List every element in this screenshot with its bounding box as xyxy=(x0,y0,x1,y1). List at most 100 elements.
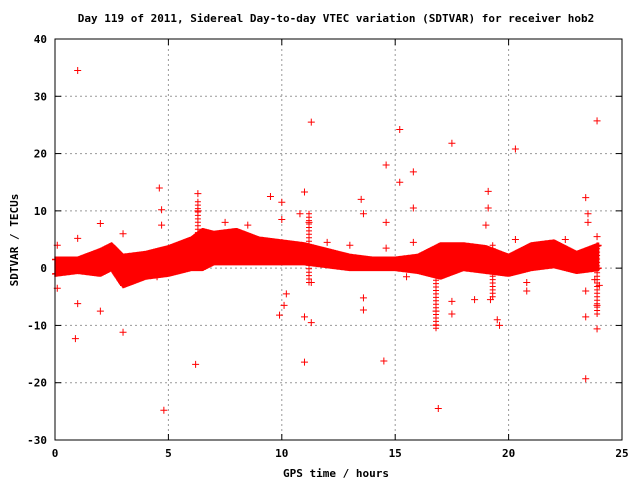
data-point xyxy=(593,325,601,333)
y-tick-label: 20 xyxy=(34,148,47,161)
data-point xyxy=(282,290,290,298)
data-point xyxy=(486,296,494,304)
data-point xyxy=(434,404,442,412)
data-point xyxy=(484,204,492,212)
data-point xyxy=(595,281,603,289)
data-point xyxy=(119,230,127,238)
data-point xyxy=(194,190,202,198)
data-point xyxy=(493,316,501,324)
data-point xyxy=(396,126,404,134)
data-point xyxy=(346,241,354,249)
data-point xyxy=(300,313,308,321)
data-point xyxy=(380,357,388,365)
data-point xyxy=(593,117,601,125)
data-point xyxy=(496,321,504,329)
data-point xyxy=(300,358,308,366)
chart-title: Day 119 of 2011, Sidereal Day-to-day VTE… xyxy=(78,12,595,25)
data-point xyxy=(280,301,288,309)
data-point xyxy=(276,311,284,319)
data-point xyxy=(511,145,519,153)
spike-cluster xyxy=(489,242,496,300)
data-point xyxy=(296,210,304,218)
data-point xyxy=(591,276,599,284)
y-tick-label: -20 xyxy=(27,377,47,390)
data-point xyxy=(300,188,308,196)
data-point xyxy=(244,221,252,229)
data-point xyxy=(74,300,82,308)
data-point xyxy=(192,360,200,368)
data-point xyxy=(584,210,592,218)
y-tick-label: 30 xyxy=(34,90,47,103)
y-axis-label: SDTVAR / TECUs xyxy=(8,194,21,287)
data-point xyxy=(96,219,104,227)
data-point xyxy=(307,278,315,286)
data-point xyxy=(382,244,390,252)
data-point xyxy=(511,236,519,243)
x-tick-label: 10 xyxy=(275,447,288,460)
data-point xyxy=(593,301,601,309)
data-point xyxy=(357,195,365,203)
data-point xyxy=(403,273,411,281)
data-point xyxy=(584,218,592,226)
data-point xyxy=(305,218,313,226)
data-point xyxy=(71,335,79,343)
plot-frame xyxy=(54,38,623,441)
data-point xyxy=(153,273,161,281)
y-tick-label: 10 xyxy=(34,205,47,218)
y-tick-label: 0 xyxy=(40,262,47,275)
data-point xyxy=(582,313,590,321)
data-point xyxy=(582,287,590,295)
x-tick-label: 15 xyxy=(389,447,402,460)
data-point xyxy=(74,67,82,75)
data-point xyxy=(359,210,367,218)
dense-band xyxy=(52,228,602,289)
data-point xyxy=(432,307,440,315)
data-point xyxy=(266,193,274,201)
data-point xyxy=(561,236,569,243)
data-point xyxy=(119,328,127,336)
x-tick-label: 20 xyxy=(502,447,515,460)
y-tick-label: -10 xyxy=(27,319,47,332)
x-tick-label: 5 xyxy=(165,447,172,460)
x-axis-label: GPS time / hours xyxy=(283,467,389,480)
data-point xyxy=(396,178,404,186)
data-point xyxy=(323,238,331,246)
data-point xyxy=(448,310,456,318)
data-point xyxy=(432,321,440,329)
data-point xyxy=(194,207,202,215)
data-point xyxy=(484,187,492,195)
data-point xyxy=(409,168,417,176)
data-point xyxy=(221,218,229,226)
data-point xyxy=(307,319,315,327)
data-point xyxy=(523,278,531,286)
data-point xyxy=(74,234,82,242)
data-point xyxy=(359,294,367,302)
data-point xyxy=(593,233,601,241)
data-point xyxy=(382,161,390,169)
data-point xyxy=(382,218,390,226)
data-point xyxy=(409,204,417,212)
data-point xyxy=(409,238,417,246)
data-point xyxy=(448,139,456,147)
data-points xyxy=(52,67,603,414)
data-point xyxy=(359,306,367,314)
data-point xyxy=(278,198,286,206)
data-point xyxy=(482,221,490,229)
data-point xyxy=(160,406,168,414)
data-point xyxy=(582,375,590,383)
data-point xyxy=(523,287,531,295)
data-point xyxy=(448,297,456,305)
data-point xyxy=(278,215,286,223)
data-point xyxy=(155,184,163,192)
x-tick-label: 0 xyxy=(52,447,59,460)
data-point xyxy=(307,118,315,126)
data-point xyxy=(471,296,479,304)
data-point xyxy=(459,261,467,269)
data-point xyxy=(96,307,104,315)
y-tick-label: -30 xyxy=(27,434,47,447)
data-point xyxy=(582,194,590,202)
data-point xyxy=(158,221,166,229)
grid xyxy=(55,39,622,440)
data-point xyxy=(158,206,166,214)
